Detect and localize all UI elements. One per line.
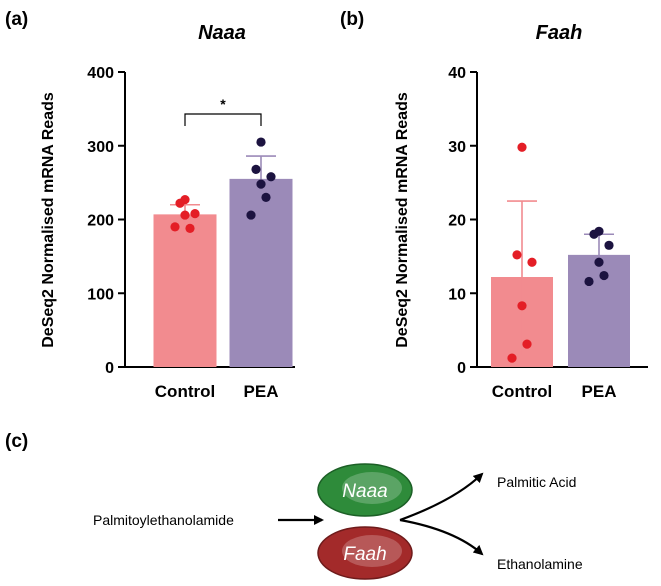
panel-b-data-point — [507, 353, 517, 363]
panel-a-data-point — [170, 222, 180, 232]
panel-b-data-point — [527, 257, 537, 267]
product1-arrow — [399, 472, 484, 522]
panel-a-data-point — [251, 164, 261, 174]
panel-b-title: Faah — [536, 22, 583, 44]
panel-b-data-point — [599, 270, 609, 281]
panel-a-y-tick-label: 100 — [87, 286, 114, 303]
faah-highlight — [342, 535, 402, 567]
naaa-ellipse — [317, 463, 413, 517]
panel-b-data-point — [517, 301, 527, 311]
panel-a-y-tick-label: 400 — [87, 65, 114, 82]
naaa-enzyme: Naaa — [317, 463, 413, 517]
panel-b-plot: 0 10 20 30 40 Control PEA — [448, 65, 648, 401]
panel-a-data-point — [175, 198, 185, 208]
panel-b-data-point — [589, 229, 599, 239]
panel-a-significance-marker: * — [220, 96, 226, 112]
panel-b-label: (b) — [340, 9, 364, 30]
panel-a-data-point — [256, 179, 266, 189]
panel-a-bar-control — [153, 215, 217, 367]
panel-a-category-label: Control — [155, 382, 215, 401]
panel-b-y-tick-label: 0 — [457, 360, 466, 377]
panel-b-data-point — [604, 240, 614, 250]
panel-a-title: Naaa — [198, 22, 246, 44]
panel-b-y-tick-label: 40 — [448, 65, 466, 82]
faah-label: Faah — [343, 544, 386, 565]
panel-c-diagram: (c) Palmitoylethanolamide Naaa Faah Palm… — [5, 431, 583, 580]
panel-b-data-point — [522, 339, 532, 349]
naaa-highlight — [342, 472, 402, 504]
panel-a-y-tick-label: 200 — [87, 213, 114, 230]
panel-a-y-axis-title: DeSeq2 Normalised mRNA Reads — [40, 92, 57, 348]
panel-b-y-tick-label: 20 — [448, 213, 466, 230]
naaa-label: Naaa — [342, 481, 387, 502]
panel-b-category-label: PEA — [582, 382, 617, 401]
panel-b-data-point — [512, 250, 522, 260]
product2-arrow — [399, 518, 484, 556]
faah-ellipse — [317, 526, 413, 580]
panel-a-data-point — [180, 210, 190, 220]
panel-a-bar-pea — [229, 180, 293, 367]
panel-a-category-label: PEA — [244, 382, 279, 401]
substrate-label: Palmitoylethanolamide — [93, 512, 234, 528]
panel-c-label: (c) — [5, 431, 28, 452]
panel-a-data-point — [185, 223, 195, 233]
panel-a-data-point — [246, 210, 256, 220]
panel-b-data-point — [594, 257, 604, 267]
product1-label: Palmitic Acid — [497, 474, 576, 490]
panel-b-y-axis-title: DeSeq2 Normalised mRNA Reads — [394, 92, 411, 348]
panel-a-data-point — [190, 209, 200, 219]
panel-b: (b) Faah DeSeq2 Normalised mRNA Reads 0 1… — [340, 9, 648, 401]
panel-b-data-point — [517, 142, 527, 152]
panel-b-y-tick-label: 10 — [448, 286, 466, 303]
panel-a-data-point — [256, 137, 266, 147]
panel-a-plot: 0 100 200 300 400 Control PEA * — [87, 65, 295, 401]
panel-a-significance-bracket — [184, 113, 262, 126]
panel-b-y-tick-label: 30 — [448, 139, 466, 156]
panel-a-data-point — [266, 172, 276, 182]
panel-a-y-tick-label: 300 — [87, 139, 114, 156]
panel-a-y-tick-label: 0 — [105, 360, 114, 377]
panel-a-label: (a) — [5, 9, 28, 30]
product2-label: Ethanolamine — [497, 556, 583, 572]
panel-b-category-label: Control — [492, 382, 552, 401]
panel-a: (a) Naaa DeSeq2 Normalised mRNA Reads 0 1… — [5, 9, 295, 401]
faah-enzyme: Faah — [317, 526, 413, 580]
panel-b-data-point — [584, 276, 594, 287]
panel-a-data-point — [261, 192, 271, 202]
